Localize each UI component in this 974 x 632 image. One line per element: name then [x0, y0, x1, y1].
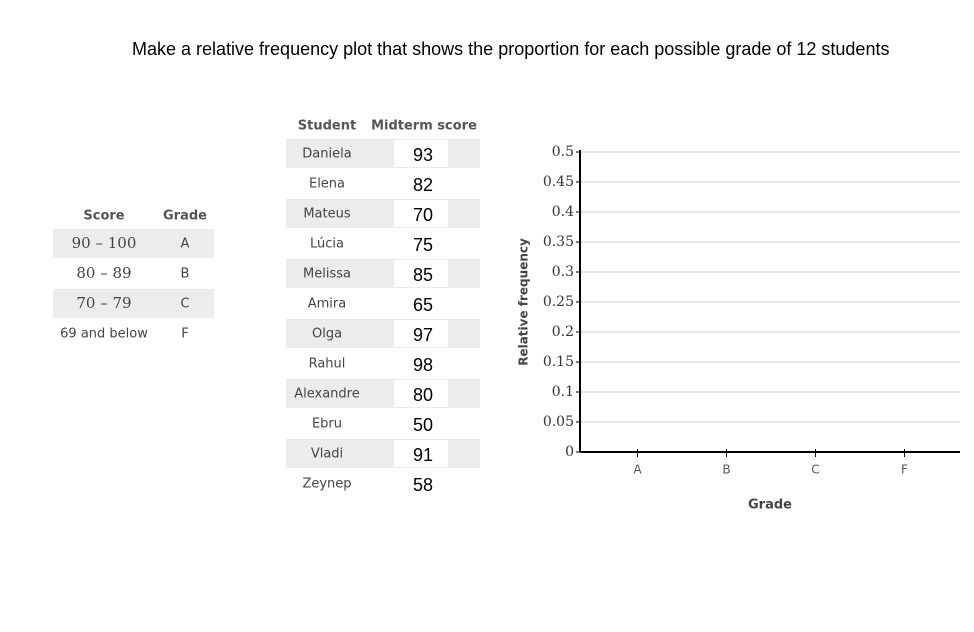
score-cell: [394, 320, 448, 347]
score-cell: [394, 440, 448, 467]
student-name: Mateus: [303, 207, 351, 222]
grade: F: [181, 327, 188, 342]
grade: C: [180, 297, 189, 312]
student-name: Melissa: [303, 267, 351, 282]
x-tick-label: A: [633, 463, 642, 477]
score-cell: [394, 260, 448, 287]
midterm-score: 75: [413, 235, 433, 255]
header: Midterm score: [371, 119, 477, 134]
midterm-score: 93: [413, 145, 433, 165]
y-axis-label: Relative frequency: [517, 238, 531, 366]
midterm-score: 50: [413, 415, 433, 435]
student-name: Rahul: [309, 357, 346, 372]
y-tick-label: 0.2: [552, 324, 574, 340]
y-tick-label: 0.45: [543, 174, 574, 190]
student-name: Alexandre: [294, 387, 359, 402]
midterm-score: 82: [413, 175, 433, 195]
midterm-score: 98: [413, 355, 433, 375]
y-tick-label: 0.4: [552, 204, 574, 220]
score-range: 80 – 89: [76, 264, 131, 282]
y-tick-label: 0.35: [543, 234, 574, 250]
score-cell: [394, 140, 448, 167]
x-tick-label: B: [722, 463, 730, 477]
score-cell: [394, 200, 448, 227]
midterm-score: 91: [413, 445, 433, 465]
row-shade: [53, 229, 214, 258]
x-axis-label: Grade: [748, 498, 792, 513]
score-cell: [394, 380, 448, 407]
grade: A: [181, 237, 190, 252]
score-range: 69 and below: [60, 327, 148, 342]
y-tick-label: 0.05: [543, 414, 574, 430]
grade: B: [181, 267, 190, 282]
student-name: Daniela: [302, 147, 351, 162]
student-name: Zeynep: [302, 477, 351, 492]
student-table: Student Midterm score Daniela 93 Elena 82 Mate…: [286, 119, 480, 495]
x-tick-label: F: [901, 463, 908, 477]
header: Grade: [163, 209, 207, 224]
y-tick-label: 0.5: [552, 144, 574, 160]
chart: 0 0.05 0.1 0.15 0.2 0.25 0.3 0.35 0.4 0.45 0.5 A B C F…: [517, 144, 960, 513]
y-tick-label: 0: [565, 444, 574, 460]
midterm-score: 97: [413, 325, 433, 345]
student-name: Vladi: [311, 447, 343, 462]
midterm-score: 70: [413, 205, 433, 225]
header: Student: [298, 119, 356, 134]
student-name: Ebru: [312, 417, 342, 432]
header: Score: [83, 209, 124, 224]
y-tick-label: 0.25: [543, 294, 574, 310]
score-range: 70 – 79: [76, 294, 131, 312]
midterm-score: 65: [413, 295, 433, 315]
x-tick-label: C: [811, 463, 819, 477]
midterm-score: 85: [413, 265, 433, 285]
y-tick-label: 0.1: [552, 384, 574, 400]
midterm-score: 58: [413, 475, 433, 495]
student-name: Lúcia: [310, 237, 344, 252]
score-range: 90 – 100: [72, 234, 137, 252]
grade-table: Score Grade 90 – 100 A 80 – 89 B 70 – 79 C 69 an…: [53, 209, 214, 342]
row-shade: [53, 289, 214, 318]
instruction: Make a relative frequency plot that show…: [132, 39, 889, 59]
student-name: Elena: [309, 177, 345, 192]
y-tick-label: 0.3: [552, 264, 574, 280]
student-name: Olga: [312, 327, 342, 342]
midterm-score: 80: [413, 385, 433, 405]
student-name: Amira: [308, 297, 346, 312]
y-tick-label: 0.15: [543, 354, 574, 370]
